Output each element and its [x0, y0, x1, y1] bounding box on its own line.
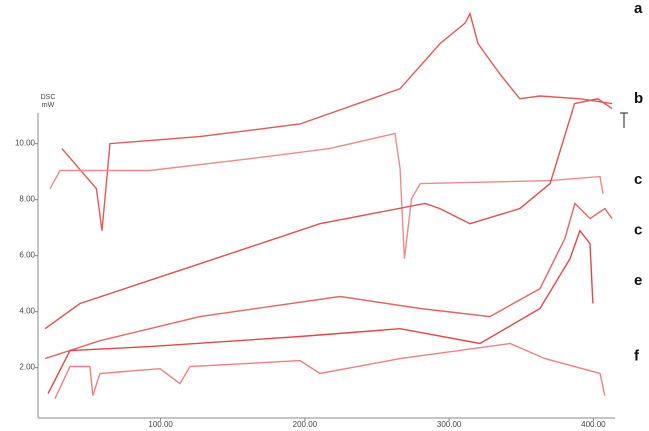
y-tick-label: 4.00 [19, 307, 35, 316]
y-tick-label: 10.00 [15, 139, 36, 148]
series-label: c [634, 171, 642, 188]
line [44, 202, 613, 360]
line [54, 342, 606, 399]
y-tick-label: 2.00 [19, 363, 35, 372]
x-tick-label: 200.00 [293, 420, 318, 429]
y-tick-label: 6.00 [19, 251, 35, 260]
x-tick-label: 300.00 [437, 420, 462, 429]
line [47, 229, 594, 394]
x-tick-label: 400.00 [581, 420, 606, 429]
line [44, 98, 613, 330]
series-label: e [634, 272, 642, 289]
line [61, 11, 613, 231]
series-label: c [634, 221, 642, 238]
y-axis-label: DSC [41, 94, 56, 101]
x-tick-label: 100.00 [148, 420, 173, 429]
series-label: a [634, 0, 643, 17]
series-label: f [634, 347, 640, 364]
y-axis-label: mW [42, 102, 55, 109]
y-tick-label: 8.00 [19, 195, 35, 204]
line [49, 132, 604, 259]
series-label: b [634, 90, 643, 107]
